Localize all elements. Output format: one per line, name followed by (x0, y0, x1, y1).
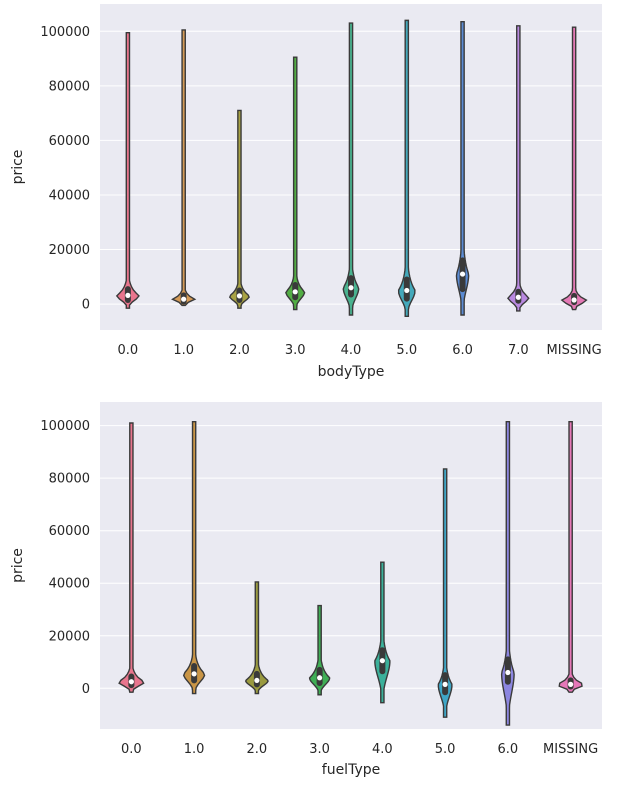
violin-body (118, 422, 145, 693)
violin-body (558, 421, 583, 693)
y-tick-label: 0 (82, 298, 90, 313)
violin-median-point (128, 679, 134, 685)
violin-body (397, 19, 416, 318)
y-tick-label: 40000 (49, 188, 90, 203)
x-tick-label: 4.0 (341, 343, 362, 358)
violin-median-point (379, 658, 385, 664)
x-tick-label: 2.0 (229, 343, 250, 358)
violin-body (171, 29, 197, 307)
violin-median-point (254, 677, 260, 684)
x-tick-label: MISSING (543, 742, 598, 757)
violin-body (560, 26, 588, 311)
x-tick-label: 0.0 (118, 343, 139, 358)
x-tick-label: 5.0 (435, 742, 456, 757)
x-tick-label: 3.0 (309, 742, 330, 757)
chart-panel-1: 0 20000 40000 60000 80000 100000 0.0 1.0 2.0 3.0 4… (10, 4, 602, 380)
x-tick-label: 1.0 (173, 343, 194, 358)
violin-median-point (292, 289, 298, 295)
y-tick-label: 60000 (49, 134, 90, 149)
violin-body (285, 56, 306, 311)
violin-body (308, 604, 331, 696)
y-tick-label: 100000 (40, 25, 90, 40)
x-tick-label: 1.0 (184, 742, 205, 757)
y-axis-label: price (10, 150, 26, 185)
violin-median-point (515, 294, 521, 300)
violin-median-point (181, 296, 187, 302)
violin-body (342, 22, 360, 316)
x-tick-label: 0.0 (121, 742, 142, 757)
violin-body (182, 421, 206, 695)
violin-body (437, 468, 453, 718)
y-tick-label: 0 (82, 682, 90, 697)
violin-median-point (236, 293, 243, 299)
violin-body (244, 581, 269, 695)
x-tick-label: 4.0 (372, 742, 393, 757)
x-tick-label: 6.0 (498, 742, 519, 757)
violin-median-point (125, 292, 131, 298)
y-axis-label: price (10, 548, 26, 583)
violin-body (115, 31, 140, 309)
violin-median-point (459, 271, 466, 277)
violin-median-point (404, 287, 410, 294)
y-tick-label: 60000 (49, 524, 90, 539)
chart-panel-2: 0 20000 40000 60000 80000 100000 0.0 1.0 2.0 3.0 4… (10, 402, 602, 778)
violin-body (455, 21, 470, 316)
violin-body (374, 561, 391, 704)
plot-area (100, 402, 602, 729)
violin-median-point (348, 285, 354, 291)
y-tick-label: 100000 (40, 419, 90, 434)
violin-median-point (505, 669, 511, 676)
violin-median-point (568, 681, 574, 687)
violin-body (500, 421, 515, 726)
violin-median-point (317, 675, 323, 681)
x-tick-label: MISSING (547, 343, 602, 358)
x-tick-label: 3.0 (285, 343, 306, 358)
y-tick-label: 40000 (49, 577, 90, 592)
y-tick-label: 80000 (49, 79, 90, 94)
violin-median-point (442, 681, 448, 687)
x-tick-label: 7.0 (508, 343, 529, 358)
x-tick-label: 2.0 (247, 742, 268, 757)
violin-body (506, 25, 530, 312)
y-tick-label: 20000 (49, 629, 90, 644)
x-axis-label: bodyType (318, 364, 385, 380)
x-tick-label: 5.0 (396, 343, 417, 358)
x-axis-label: fuelType (322, 762, 380, 778)
violin-body (228, 109, 250, 309)
violin-median-point (571, 297, 577, 303)
y-tick-label: 80000 (49, 472, 90, 487)
x-tick-label: 6.0 (452, 343, 473, 358)
violin-median-point (191, 671, 197, 677)
y-tick-label: 20000 (49, 243, 90, 258)
